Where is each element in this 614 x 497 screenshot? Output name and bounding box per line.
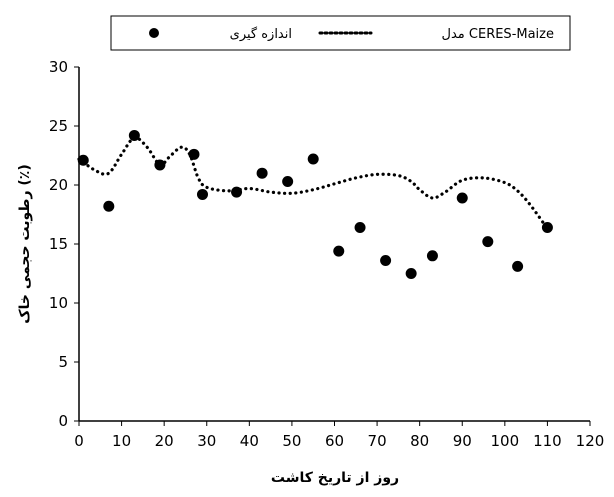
x-tick-label: 80 (410, 432, 429, 450)
x-tick-label: 90 (453, 432, 472, 450)
measured-point (196, 188, 208, 200)
series-model-line (77, 136, 550, 231)
y-axis-title: رطوبت حجمی خاک (٪) (17, 164, 33, 323)
y-tick-label: 10 (49, 294, 68, 312)
legend-label-measured: اندازه گیری (230, 26, 292, 42)
measured-point (333, 245, 345, 257)
measured-point (128, 129, 140, 141)
legend-label-model: مدل CERES-Maize (442, 27, 554, 42)
measured-point (380, 255, 392, 267)
y-tick-label: 30 (49, 58, 68, 76)
measured-point (354, 221, 366, 233)
axes: 0 10 20 30 40 50 60 70 80 90 100 110 120 0 5 10 15 20 25 3… (49, 58, 604, 450)
x-tick-label: 30 (197, 432, 216, 450)
measured-point (456, 192, 468, 204)
y-tick-label: 5 (58, 353, 68, 371)
x-tick-label: 0 (74, 432, 84, 450)
measured-point (282, 175, 294, 187)
y-tick-label: 20 (49, 176, 68, 194)
measured-point (512, 260, 524, 272)
x-axis-title: روز از تاریخ کاشت (271, 470, 399, 486)
measured-point (256, 167, 268, 179)
legend: مدل CERES-Maize اندازه گیری (110, 15, 571, 51)
measured-point (541, 221, 553, 233)
measured-point (482, 236, 494, 248)
measured-point (307, 153, 319, 165)
measured-point (103, 200, 115, 212)
x-tick-label: 100 (491, 432, 520, 450)
x-tick-label: 120 (576, 432, 605, 450)
y-tick-label: 15 (49, 235, 68, 253)
y-ticks: 0 5 10 15 20 25 30 (49, 58, 79, 430)
measured-point (154, 159, 166, 171)
x-tick-label: 110 (533, 432, 562, 450)
x-tick-label: 60 (325, 432, 344, 450)
series-measured-points (77, 129, 553, 279)
x-tick-label: 70 (368, 432, 387, 450)
measured-point (231, 186, 243, 198)
measured-point (188, 148, 200, 160)
y-tick-label: 0 (58, 412, 68, 430)
x-ticks: 0 10 20 30 40 50 60 70 80 90 100 110 120 (74, 421, 604, 450)
legend-marker-sample (149, 28, 159, 38)
x-tick-label: 10 (112, 432, 131, 450)
y-tick-label: 25 (49, 117, 68, 135)
measured-point (426, 250, 438, 262)
measured-point (77, 154, 89, 166)
measured-point (405, 268, 417, 279)
model-line-path (77, 136, 550, 231)
x-tick-label: 50 (282, 432, 301, 450)
x-tick-label: 40 (240, 432, 259, 450)
x-tick-label: 20 (155, 432, 174, 450)
